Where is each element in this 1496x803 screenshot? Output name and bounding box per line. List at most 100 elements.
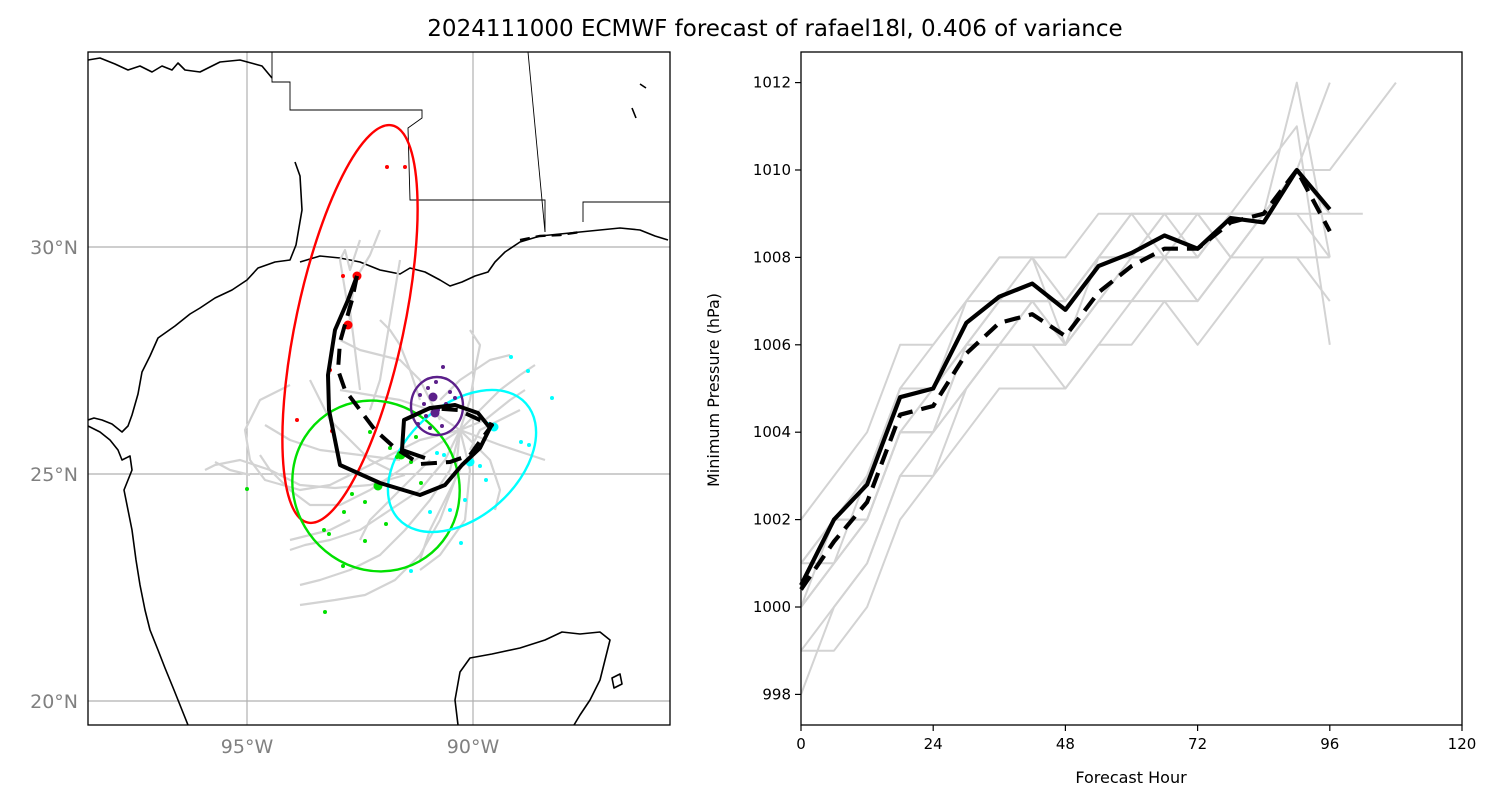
state-borders — [271, 52, 670, 233]
ensemble-track — [299, 429, 462, 587]
ensemble-pressure-line — [800, 125, 1331, 521]
purple-member-point — [434, 380, 438, 384]
cyan-member-point — [478, 464, 482, 468]
green-member-point — [419, 481, 423, 485]
purple-cluster-points — [416, 365, 457, 430]
coastline-mississippi-dashed — [519, 230, 581, 242]
ensemble-pressure-line — [800, 169, 1331, 564]
mean-track-dashed — [336, 275, 494, 466]
lat-tick-label: 20°N — [30, 691, 78, 713]
x-axis-label: Forecast Hour — [1075, 768, 1187, 787]
coastline-small-islands — [611, 83, 647, 689]
cyan-member-point — [428, 510, 432, 514]
green-member-point — [342, 510, 346, 514]
state-border-east — [527, 52, 546, 233]
cyan-member-point — [463, 498, 467, 502]
pressure-plot-frame — [800, 51, 1463, 726]
pressure-ensemble-lines — [800, 81, 1397, 695]
y-tick-label: 1012 — [753, 74, 791, 92]
x-tick-label: 48 — [1056, 735, 1075, 753]
cyan-member-point — [484, 478, 488, 482]
purple-member-point — [424, 414, 428, 418]
coastline-yucatan — [454, 631, 611, 725]
purple-member-point — [426, 386, 430, 390]
red-member-point — [403, 165, 407, 169]
y-tick-label: 998 — [762, 685, 791, 703]
red-member-point — [341, 274, 345, 278]
y-tick-label: 1000 — [753, 598, 791, 616]
ensemble-track — [339, 339, 441, 421]
purple-member-point — [422, 402, 426, 406]
y-tick-label: 1008 — [753, 248, 791, 266]
lat-tick-label: 25°N — [30, 464, 78, 486]
green-member-point — [327, 532, 331, 536]
x-axis-ticks: 0 24 48 72 96 120 — [796, 725, 1476, 753]
x-tick-label: 96 — [1320, 735, 1339, 753]
ensemble-track — [309, 379, 391, 471]
x-tick-label: 24 — [924, 735, 943, 753]
cyan-member-point — [519, 440, 523, 444]
red-member-point — [385, 165, 389, 169]
red-member-point — [295, 418, 299, 422]
cyan-cluster-points — [409, 355, 554, 573]
lat-tick-label: 30°N — [30, 237, 78, 259]
purple-member-point — [418, 393, 422, 397]
cyan-member-point — [509, 355, 513, 359]
ensemble-track — [214, 461, 251, 477]
purple-centroid-point — [428, 392, 438, 402]
purple-member-point — [428, 426, 432, 430]
y-tick-label: 1006 — [753, 336, 791, 354]
x-tick-label: 0 — [796, 735, 806, 753]
green-member-point — [368, 430, 372, 434]
y-axis-ticks: 998 1000 1002 1004 1006 1008 1010 1012 — [753, 74, 801, 703]
map-gridlines — [88, 52, 670, 725]
cyan-member-point — [409, 569, 413, 573]
purple-member-point — [416, 422, 420, 426]
figure-title: 2024111000 ECMWF forecast of rafael18l, … — [427, 16, 1122, 42]
cluster-ellipses — [281, 123, 538, 573]
mean-track-solid — [326, 275, 492, 497]
purple-member-point — [453, 396, 457, 400]
map-frame — [87, 51, 671, 726]
cyan-member-point — [435, 451, 439, 455]
coastline-us-mexico — [88, 57, 303, 725]
pressure-chart: 0 24 48 72 96 120 998 1000 1002 1004 1006 1008 1010… — [704, 51, 1476, 787]
cyan-member-point — [527, 443, 531, 447]
green-member-point — [363, 539, 367, 543]
ensemble-track — [338, 239, 362, 321]
x-tick-label: 72 — [1188, 735, 1207, 753]
green-member-point — [363, 500, 367, 504]
track-map: 95°W 90°W 30°N 25°N 20°N — [30, 51, 671, 758]
ensemble-track — [368, 259, 402, 411]
state-border-fl — [582, 201, 670, 222]
y-tick-label: 1010 — [753, 161, 791, 179]
purple-member-point — [440, 424, 444, 428]
ensemble-track — [419, 429, 472, 571]
cyan-member-point — [442, 453, 446, 457]
cyan-member-point — [448, 508, 452, 512]
green-member-point — [350, 492, 354, 496]
pressure-mean-lines — [799, 167, 1332, 591]
ensemble-track — [359, 459, 431, 541]
x-tick-label: 120 — [1448, 735, 1477, 753]
green-cluster-ellipse — [291, 399, 461, 573]
y-axis-label: Minimum Pressure (hPa) — [704, 293, 723, 487]
ensemble-track — [459, 389, 526, 432]
green-member-point — [414, 435, 418, 439]
ensemble-track — [459, 428, 546, 462]
green-member-point — [323, 610, 327, 614]
green-member-point — [322, 528, 326, 532]
cyan-member-point — [526, 369, 530, 373]
green-member-point — [245, 487, 249, 491]
cyan-cluster-ellipse — [386, 388, 538, 534]
ensemble-track — [289, 519, 351, 542]
purple-centroid-point — [430, 408, 440, 418]
green-member-point — [384, 522, 388, 526]
cyan-member-point — [550, 396, 554, 400]
purple-member-point — [441, 365, 445, 369]
ensemble-tracks — [204, 229, 546, 607]
ensemble-pressure-line — [800, 81, 1331, 652]
cyan-member-point — [459, 541, 463, 545]
state-border-lines — [271, 52, 546, 232]
